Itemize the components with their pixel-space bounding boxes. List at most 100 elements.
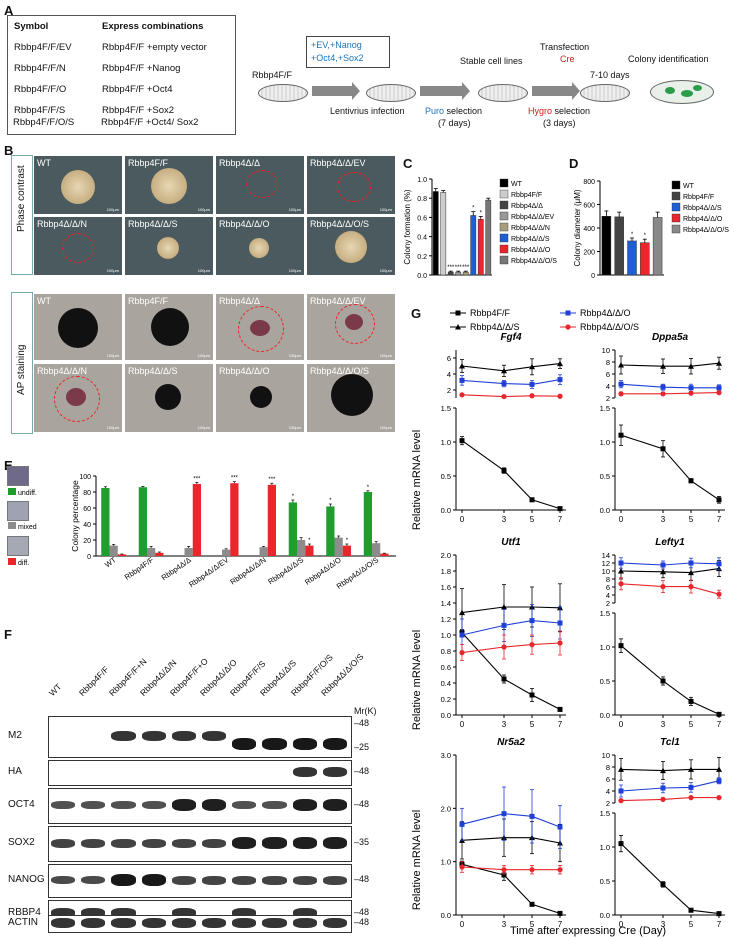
gene-title: Utf1 <box>501 537 521 548</box>
data-point <box>529 813 535 819</box>
micrograph-phase: Rbbp4Δ/Δ/N 100μm <box>34 217 122 275</box>
y-tick-label: 8 <box>606 763 610 772</box>
y-tick-label: 10 <box>602 751 610 760</box>
panel-label-g: G <box>411 306 422 321</box>
significance-star: * <box>292 494 295 500</box>
bar <box>267 484 276 556</box>
data-point <box>557 620 563 626</box>
series-line <box>461 606 561 614</box>
blot-band <box>262 837 287 849</box>
legend-label: Rbbp4Δ/Δ/S <box>470 322 520 332</box>
y-tick-label: 6 <box>606 583 610 592</box>
data-point <box>660 785 666 791</box>
data-point <box>716 778 722 784</box>
data-point <box>557 506 563 512</box>
data-point <box>618 766 624 772</box>
micrograph-ap: Rbbp4Δ/Δ/S 100μm <box>125 364 213 432</box>
bar <box>455 271 462 276</box>
blot-band <box>171 908 196 918</box>
bar <box>326 506 335 556</box>
mw-marker: –48 <box>354 766 370 776</box>
series-line <box>461 813 561 828</box>
x-tick-label: 3 <box>502 515 507 524</box>
hygro-label: Hygro selection <box>528 106 591 116</box>
data-point <box>557 360 563 367</box>
micrograph-phase: Rbbp4Δ/Δ/O/S 100μm <box>307 217 395 275</box>
dish-icon <box>478 84 528 102</box>
phase-contrast-label: Phase contrast <box>16 165 27 232</box>
y-tick-label: 0.0 <box>441 711 451 720</box>
significance-star: *** <box>231 476 239 482</box>
legend-swatch <box>499 189 509 199</box>
table-header-express: Express combinations <box>102 21 204 32</box>
data-point <box>618 643 624 649</box>
y-tick-label: 0.6 <box>417 215 427 222</box>
legend-swatch <box>671 213 681 223</box>
data-point <box>459 392 465 398</box>
data-point <box>688 584 694 590</box>
y-tick-label: 0.0 <box>441 506 451 515</box>
bar <box>288 502 297 556</box>
y-tick-label: 0.5 <box>600 677 610 686</box>
x-tick-label: 7 <box>717 720 722 729</box>
colony-id-label: Colony identification <box>628 54 709 64</box>
bar <box>147 548 156 556</box>
y-tick-label: 14 <box>602 551 610 560</box>
data-point <box>716 561 722 567</box>
y-tick-label: 0 <box>591 273 595 280</box>
x-tick-label: 3 <box>661 920 666 929</box>
y-tick-label: 2 <box>606 599 610 608</box>
x-tick-label: 0 <box>619 515 624 524</box>
micrograph-phase: Rbbp4Δ/Δ/EV 100μm <box>307 156 395 214</box>
data-point <box>557 706 563 712</box>
blot-band <box>171 731 196 741</box>
y-tick-label: 0.4 <box>441 679 451 688</box>
blot-band <box>292 875 317 885</box>
y-axis-label: Relative mRNA level <box>411 810 423 910</box>
blot-band <box>262 875 287 885</box>
legend-label: Rbbp4Δ/Δ/O/S <box>511 258 557 265</box>
x-tick-label: 0 <box>460 515 465 524</box>
legend-label: WT <box>683 183 695 190</box>
blot-band <box>202 875 227 885</box>
y-tick-label: 1.5 <box>600 404 610 413</box>
bar <box>192 484 201 556</box>
bar <box>432 191 439 276</box>
blot-band <box>292 738 317 750</box>
y-tick-label: 12 <box>602 559 610 568</box>
legend-marker <box>455 324 461 330</box>
bar <box>342 545 351 556</box>
y-tick-label: 0.0 <box>600 711 610 720</box>
data-point <box>618 841 624 847</box>
data-point <box>660 881 666 887</box>
ap-side-box <box>11 292 33 434</box>
y-tick-label: 200 <box>583 250 595 257</box>
x-tick-label: 0 <box>619 720 624 729</box>
blot-band <box>262 738 287 750</box>
legend-swatch <box>671 180 681 190</box>
blot-band <box>292 837 317 849</box>
y-tick-label: 8 <box>606 575 610 584</box>
y-tick-label: 2 <box>447 386 451 395</box>
data-point <box>716 795 722 801</box>
blot-band <box>232 801 257 809</box>
data-point <box>618 391 624 397</box>
legend-label: Rbbp4Δ/Δ/O <box>511 247 551 254</box>
legend-label: Rbbp4Δ/Δ/O <box>580 308 631 318</box>
x-tick-label: 5 <box>530 720 535 729</box>
significance-star: *** <box>268 477 276 483</box>
dish-icon <box>580 84 630 102</box>
bar <box>184 548 193 556</box>
x-tick-label: 7 <box>558 720 563 729</box>
ap-staining-label: AP staining <box>16 344 27 395</box>
data-point <box>459 650 465 656</box>
gene-title: Nr5a2 <box>497 737 525 748</box>
y-axis-label: Colony percentage <box>70 480 80 552</box>
x-tick-label: 5 <box>689 920 694 929</box>
y-tick-label: 1.4 <box>441 599 451 608</box>
blot-m2 <box>48 716 352 758</box>
y-tick-label: 3.0 <box>441 751 451 760</box>
blot-band <box>202 838 227 848</box>
hygro-days: (3 days) <box>543 118 576 128</box>
